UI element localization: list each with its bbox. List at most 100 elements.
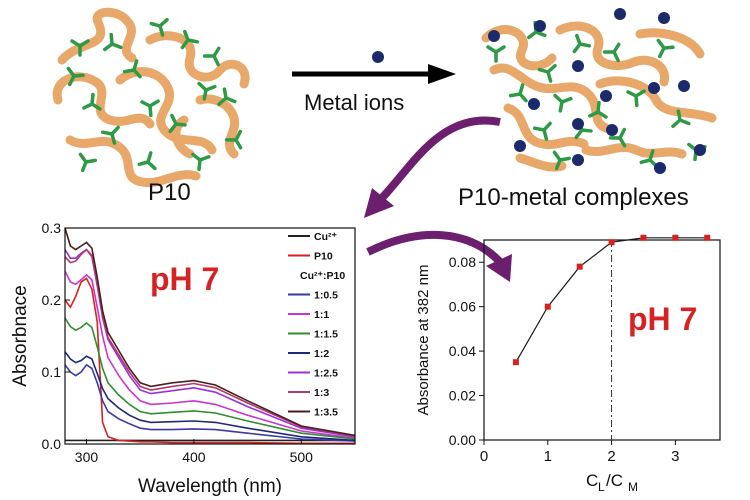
- y-tick-label: 0.08: [449, 254, 476, 270]
- ligand-glyph: [572, 33, 592, 54]
- legend-label: 1:3: [314, 387, 329, 399]
- metal-ion-dot: [658, 12, 670, 24]
- ligand-glyph: [122, 59, 142, 79]
- y-tick-label: 0.04: [449, 343, 476, 359]
- metal-ion-dot: [606, 124, 618, 136]
- titration-x-label-sub-m: M: [628, 480, 638, 494]
- titration-point: [704, 234, 711, 241]
- y-tick-label: 0.00: [449, 432, 476, 448]
- spectrum-line: [64, 227, 356, 437]
- ligand-glyph: [588, 100, 608, 119]
- titration-x-label-sep: /C: [606, 471, 623, 490]
- legend-subtitle: Cu²⁺:P10: [300, 270, 345, 282]
- ligand-glyph: [537, 63, 557, 83]
- spectrum-line: [64, 277, 355, 445]
- legend-label: P10: [314, 251, 333, 263]
- legend-label: 1:0.5: [314, 290, 338, 302]
- x-tick-label: 0: [480, 448, 488, 465]
- spectrum-line: [64, 351, 356, 442]
- metal-ion-dot: [534, 20, 546, 32]
- titration-x-label-c: C: [586, 471, 598, 490]
- spectra-x-axis-label: Wavelength (nm): [138, 476, 282, 497]
- titration-point: [608, 239, 615, 246]
- ligand-glyph: [608, 127, 627, 148]
- ligand-glyph: [140, 99, 160, 118]
- ligand-glyph: [486, 45, 506, 63]
- spectrum-line: [64, 270, 356, 439]
- metal-ion-dot: [654, 162, 666, 174]
- ligand-glyph: [224, 129, 243, 150]
- spectrum-line: [64, 248, 356, 437]
- titration-y-axis-label: Absorbance at 382 nm: [415, 265, 432, 416]
- legend-label: 1:2.5: [314, 368, 338, 380]
- ligand-glyph: [552, 150, 572, 171]
- ligand-glyph: [70, 39, 90, 57]
- metal-ion-dot: [678, 80, 690, 92]
- metal-ion-dot: [648, 82, 660, 94]
- titration-point: [512, 359, 519, 366]
- p10-polymer-illustration: [52, 7, 250, 188]
- metal-ion-dot: [572, 118, 584, 130]
- titration-x-label-sub-l: L: [598, 480, 605, 494]
- legend-label: 1:3.5: [314, 407, 338, 419]
- metal-ion-dot: [372, 51, 384, 63]
- ligand-glyph: [180, 29, 200, 50]
- x-tick-label: 500: [290, 449, 314, 465]
- metal-ion-dot: [614, 8, 626, 20]
- metal-ion-dot: [694, 144, 706, 156]
- ligand-glyph: [197, 81, 217, 101]
- y-tick-label: 0.0: [42, 436, 62, 452]
- ligand-glyph: [191, 152, 211, 172]
- spectra-series-layer: [64, 227, 356, 445]
- titration-point: [640, 234, 647, 241]
- metal-ions-arrow: [292, 51, 456, 84]
- legend-label: 1:2: [314, 348, 329, 360]
- spectrum-line: [64, 248, 356, 438]
- metal-ion-dot: [528, 98, 540, 110]
- metal-ion-dot: [600, 90, 612, 102]
- x-tick-label: 300: [75, 449, 99, 465]
- ligand-glyph: [103, 32, 123, 52]
- curved-arrow-to-spectra: [364, 116, 501, 218]
- spectrum-line: [64, 317, 356, 440]
- ligand-glyph: [553, 93, 573, 113]
- y-tick-label: 0.06: [449, 299, 476, 315]
- p10-label: P10: [148, 179, 191, 206]
- titration-point: [544, 303, 551, 310]
- titration-point: [576, 263, 583, 270]
- titration-axis-ticks: 0 1 2 3 0.00 0.02 0.04 0.06 0.08: [449, 254, 680, 465]
- ligand-glyph: [656, 38, 675, 59]
- x-tick-label: 3: [671, 448, 679, 465]
- spectra-y-axis-label: Absorbnace: [10, 285, 31, 386]
- metal-ion-dot: [572, 60, 584, 72]
- y-tick-label: 0.1: [42, 364, 62, 380]
- ligand-glyph: [532, 121, 552, 141]
- ligand-glyph: [78, 152, 98, 173]
- titration-chart: 0 1 2 3 0.00 0.02 0.04 0.06 0.08 pH 7 Absorbance…: [415, 234, 721, 494]
- spectra-axis-ticks: 300 400 500 0.0 0.1 0.2 0.3: [42, 220, 314, 465]
- titration-series-layer: [512, 234, 711, 440]
- complex-label: P10-metal complexes: [458, 184, 689, 211]
- ligand-glyph: [100, 125, 120, 145]
- ligand-glyph: [671, 109, 691, 129]
- ligand-glyph: [149, 17, 169, 37]
- p10-metal-complex-illustration: [481, 8, 717, 174]
- spectrum-line: [64, 363, 356, 442]
- y-tick-label: 0.2: [42, 292, 62, 308]
- ligand-glyph: [602, 42, 621, 63]
- x-tick-label: 2: [607, 448, 615, 465]
- metal-ion-dot: [514, 140, 526, 152]
- ligand-glyph: [82, 92, 102, 111]
- ligand-glyph: [202, 46, 221, 67]
- metal-ion-dot: [572, 154, 584, 166]
- arrow-label: Metal ions: [304, 90, 404, 115]
- ligand-glyph: [137, 151, 157, 171]
- ligand-glyph: [508, 83, 528, 103]
- spectra-plot-frame: [64, 227, 356, 445]
- y-tick-label: 0.3: [42, 220, 62, 236]
- ligand-glyph: [66, 66, 85, 87]
- metal-ion-dot: [488, 30, 500, 42]
- x-tick-label: 1: [544, 448, 552, 465]
- legend-label: 1:1: [314, 309, 329, 321]
